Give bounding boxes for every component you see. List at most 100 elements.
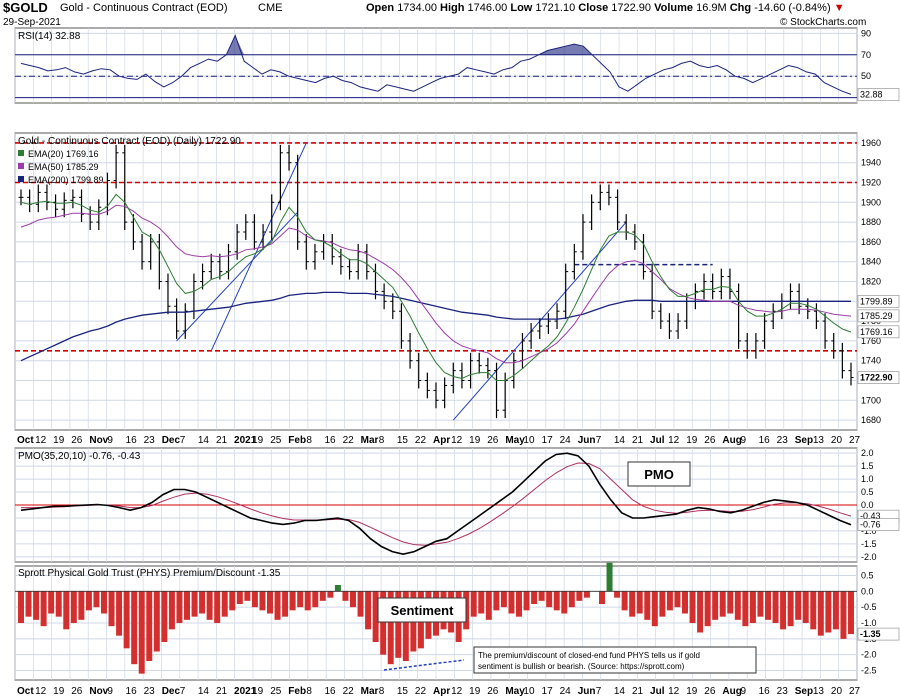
phys-bar [25,591,32,617]
sentiment-trendline [383,659,465,671]
price-tick-label: 1760 [861,336,881,346]
phys-x-axis-label: Jul [650,686,665,697]
phys-x-axis-label: 10 [523,686,535,697]
price-x-axis-label: 23 [144,435,156,446]
phys-x-axis-label: 15 [397,686,409,697]
phys-value-label: -1.35 [860,629,881,639]
price-value-label: 1769.16 [860,327,893,337]
pmo-annotation: PMO [644,467,674,482]
pmo-tick-label: 1.0 [861,474,874,484]
price-x-axis-label: 12 [35,435,47,446]
rsi-value-label: 32.88 [860,90,883,100]
note-box [473,646,757,674]
rsi-title: RSI(14) 32.88 [18,31,81,42]
phys-bar [795,591,802,620]
note-text-line-1: The premium/discount of closed-end fund … [478,651,700,660]
down-arrow-icon: ▼ [833,2,845,14]
price-x-axis-label: 19 [686,435,698,446]
price-x-axis-label: Apr [433,435,450,446]
price-x-axis-label: 21 [632,435,644,446]
phys-bar [267,591,273,614]
phys-bar [523,591,530,611]
price-x-axis-label: 27 [849,435,861,446]
phys-bar [470,591,477,617]
phys-bar [583,591,590,598]
price-x-axis-label: 2021 [234,435,257,446]
phys-bar [749,591,756,623]
price-tick-label: 1960 [861,138,881,148]
price-title: Gold - Continuous Contract (EOD) (Daily)… [18,136,241,147]
price-x-axis-label: 14 [198,435,210,446]
phys-bar [191,591,198,617]
phys-bar [840,591,847,639]
instrument-name: Gold - Continuous Contract (EOD) [60,2,228,14]
phys-bar [131,591,138,665]
phys-bar [101,591,107,614]
price-x-axis-label: 26 [704,435,716,446]
legend-entry: EMA(20) 1769.16 [28,149,99,159]
phys-bar [817,591,824,636]
phys-x-axis-label: 23 [777,686,789,697]
phys-x-axis-label: 27 [849,686,861,697]
phys-bar [93,591,100,608]
phys-x-axis-label: 14 [614,686,626,697]
price-tick-label: 1880 [861,217,881,227]
phys-x-axis-label: 25 [270,686,282,697]
phys-bar [682,591,688,614]
phys-bar [365,591,372,630]
phys-x-axis-label: Jun [578,686,596,697]
phys-x-axis-label: 24 [560,686,572,697]
phys-x-axis-label: 2021 [234,686,257,697]
phys-bar [485,591,492,620]
phys-bar [704,591,711,627]
phys-x-axis-label: 22 [343,686,355,697]
ticker-symbol: $GOLD [3,0,48,15]
phys-bar [697,591,704,633]
price-x-axis-label: 19 [53,435,65,446]
price-x-axis-label: 9 [107,435,113,446]
phys-bar [531,591,538,604]
phys-tick-label: -2.5 [861,666,877,676]
phys-bar [357,591,364,617]
phys-x-axis-label: 9 [740,686,746,697]
phys-bar [176,591,183,623]
pmo-tick-label: 2.0 [861,448,874,458]
price-tick-label: 1700 [861,395,881,405]
price-x-axis-label: 14 [614,435,626,446]
price-value-label: 1799.89 [860,296,893,306]
phys-bar [644,591,651,620]
price-x-axis-label: 24 [560,435,572,446]
note-text-line-2: sentiment is bullish or bearish. (Source… [478,662,685,671]
phys-x-axis-label: Aug [722,686,741,697]
price-x-axis-label: 7 [180,435,186,446]
volume-value: 16.9M [696,2,727,14]
phys-bar [666,591,673,611]
price-x-axis-label: 17 [542,435,554,446]
price-tick-label: 1680 [861,415,881,425]
price-tick-label: 1860 [861,237,881,247]
price-tick-label: 1920 [861,178,881,188]
price-value-box [857,295,900,308]
phys-bar [214,591,221,623]
low-label: Low [510,2,533,14]
price-x-axis-label: Jun [578,435,596,446]
price-x-axis-label: 12 [451,435,463,446]
phys-bar [659,591,666,617]
phys-x-axis-label: Sep [795,686,813,697]
phys-tick-label: -0.5 [861,602,877,612]
phys-x-axis-label: 22 [415,686,427,697]
phys-bar [85,591,92,611]
ohlc-readout: Open 1734.00 High 1746.00 Low 1721.10 Cl… [366,2,845,14]
phys-x-axis-label: Oct [17,686,34,697]
price-x-axis-label: Mar [361,435,379,446]
phys-bar [116,591,123,636]
price-x-axis-label: 25 [270,435,282,446]
phys-bar [689,591,696,623]
phys-bar [674,591,681,608]
phys-bar [168,591,175,630]
phys-bar [123,591,130,649]
high-value: 1746.00 [467,2,508,14]
price-x-axis-label: 8 [306,435,312,446]
phys-bar [229,591,236,611]
price-x-axis-label: Nov [89,435,108,446]
